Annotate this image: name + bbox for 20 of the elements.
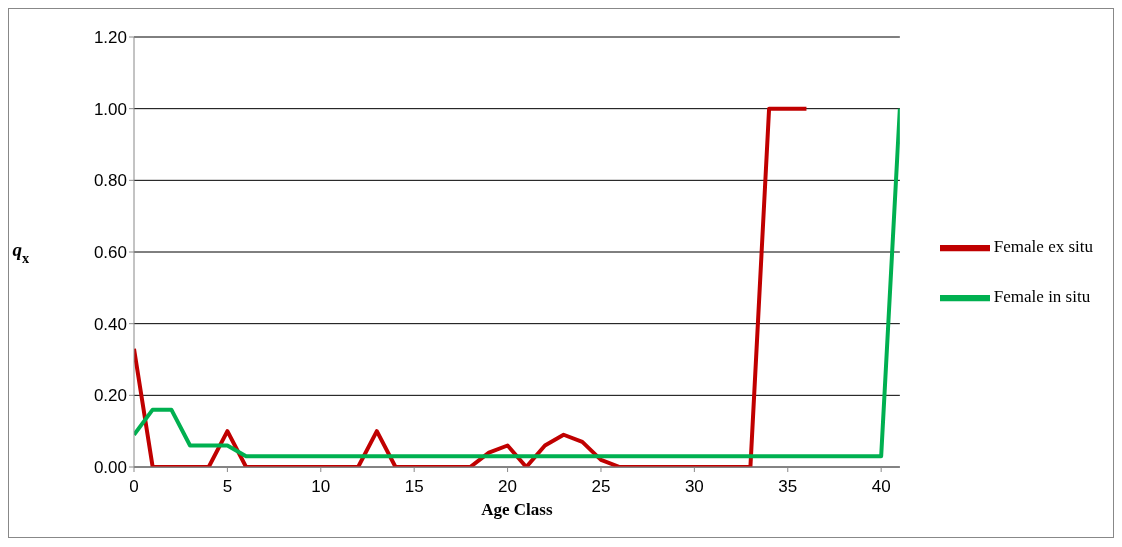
legend-label: Female in situ [993,286,1091,306]
y-tick-label: 0.20 [93,386,127,406]
y-tick-label: 1.00 [93,99,127,119]
x-tick-label: 15 [404,477,424,497]
y-tick-label: 0.80 [93,171,127,191]
y-tick-label: 0.60 [93,243,127,263]
x-tick-label: 40 [871,477,891,497]
x-tick-label: 30 [684,477,704,497]
x-tick-label: 0 [129,477,139,497]
y-tick-label: 0.00 [93,458,127,478]
x-tick-label: 25 [591,477,611,497]
legend-label: Female ex situ [993,236,1093,256]
x-tick-label: 35 [778,477,798,497]
y-tick-label: 0.40 [93,314,127,334]
x-tick-label: 5 [222,477,233,497]
x-tick-label: 20 [498,477,518,497]
x-axis-title: Age Class [481,500,553,519]
x-tick-label: 10 [311,477,331,497]
y-axis-title: q$_{x}$ [12,239,30,267]
y-tick-label: 1.20 [93,28,127,48]
